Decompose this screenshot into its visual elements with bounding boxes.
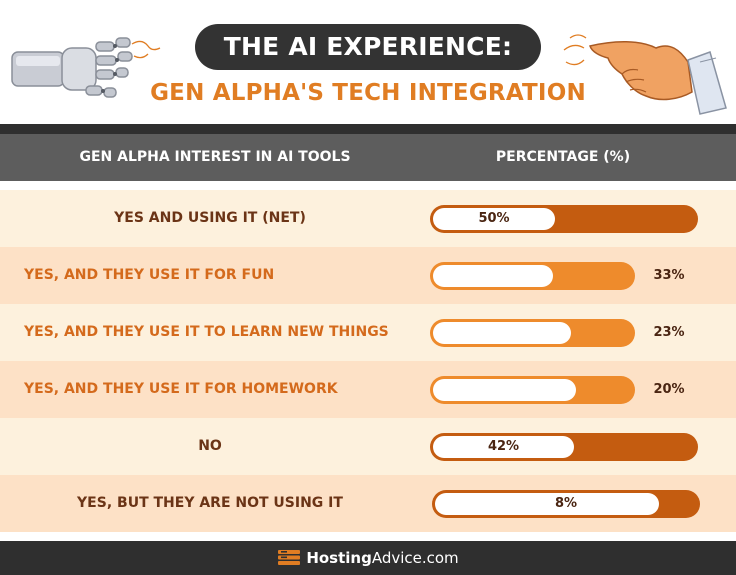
chart-row: YES, BUT THEY ARE NOT USING IT 8%	[0, 475, 736, 532]
value-label: 50%	[478, 211, 510, 226]
bar-track-remaining	[433, 265, 553, 287]
value-label: 20%	[653, 382, 685, 397]
bar: 50%	[430, 205, 698, 233]
chart-rows: YES AND USING IT (NET) 50% YES, AND THEY U…	[0, 190, 736, 532]
bar-track-remaining	[433, 379, 576, 401]
value-label: 42%	[487, 439, 520, 454]
top-dark-bar	[0, 124, 736, 134]
bar-track-remaining	[433, 436, 574, 458]
table-header: GEN ALPHA INTEREST IN AI TOOLS PERCENTAG…	[0, 134, 736, 181]
bar	[430, 376, 635, 404]
column-header-interest: GEN ALPHA INTEREST IN AI TOOLS	[79, 149, 351, 165]
footer: HostingAdvice.com	[0, 541, 736, 575]
category-label: NO	[198, 438, 222, 454]
category-label: YES AND USING IT (NET)	[114, 210, 306, 226]
hosting-advice-logo-icon	[278, 549, 301, 565]
category-label: YES, AND THEY USE IT FOR HOMEWORK	[24, 381, 338, 397]
category-label: YES, AND THEY USE IT FOR FUN	[24, 267, 275, 283]
robot-hand-icon	[11, 37, 161, 98]
title-area: THE AI EXPERIENCE: GEN ALPHA'S TECH INTE…	[0, 0, 736, 124]
bar	[430, 262, 635, 290]
bar	[430, 319, 635, 347]
bar: 42%	[430, 433, 698, 461]
bar-track-remaining	[435, 493, 659, 515]
chart-row: YES, AND THEY USE IT TO LEARN NEW THINGS…	[0, 304, 736, 361]
value-label: 33%	[653, 268, 685, 283]
value-label: 23%	[653, 325, 685, 340]
chart-row: YES, AND THEY USE IT FOR HOMEWORK 20%	[0, 361, 736, 418]
page-subtitle: GEN ALPHA'S TECH INTEGRATION	[150, 80, 586, 106]
bar: 8%	[432, 490, 700, 518]
bar-track-remaining	[433, 208, 555, 230]
human-hand-icon	[563, 34, 727, 115]
chart-row: YES, AND THEY USE IT FOR FUN 33%	[0, 247, 736, 304]
column-header-percentage: PERCENTAGE (%)	[495, 149, 631, 165]
chart-row: YES AND USING IT (NET) 50%	[0, 190, 736, 247]
category-label: YES, BUT THEY ARE NOT USING IT	[77, 495, 343, 511]
brand-name-part1: Hosting	[306, 549, 372, 567]
brand-name-part2: Advice.com	[371, 549, 459, 567]
chart-row: NO 42%	[0, 418, 736, 475]
value-label: 8%	[554, 496, 578, 511]
brand-logo: HostingAdvice.com	[0, 541, 736, 575]
bar-track-remaining	[433, 322, 571, 344]
category-label: YES, AND THEY USE IT TO LEARN NEW THINGS	[24, 324, 389, 340]
page-title: THE AI EXPERIENCE:	[195, 24, 541, 70]
